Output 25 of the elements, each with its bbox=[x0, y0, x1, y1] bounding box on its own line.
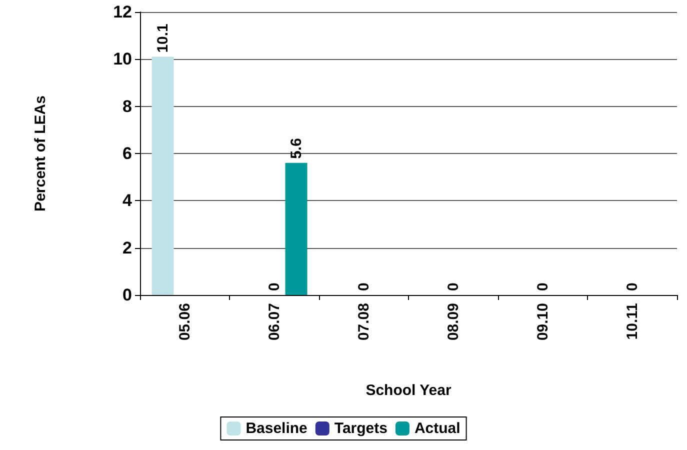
y-tick-label: 8 bbox=[122, 96, 132, 116]
y-tick-label: 12 bbox=[113, 2, 132, 22]
y-tick-label: 2 bbox=[122, 238, 132, 258]
data-label: 0 bbox=[355, 282, 372, 291]
data-label: 0 bbox=[534, 282, 552, 291]
x-axis-title: School Year bbox=[366, 382, 452, 399]
x-tick-label: 09.10 bbox=[534, 303, 552, 341]
data-label: 0 bbox=[624, 282, 641, 291]
y-tick-label: 6 bbox=[122, 144, 132, 163]
x-tick-label: 10.11 bbox=[624, 303, 641, 340]
data-label: 0 bbox=[266, 282, 283, 291]
data-label: 0 bbox=[444, 282, 462, 291]
y-tick-label: 10 bbox=[113, 50, 132, 69]
x-tick-label: 08.09 bbox=[444, 303, 462, 341]
y-tick-label: 0 bbox=[122, 286, 132, 304]
legend-label: Actual bbox=[414, 420, 460, 437]
data-label: 10.1 bbox=[154, 24, 172, 53]
y-tick-label: 4 bbox=[122, 191, 133, 210]
x-tick-label: 05.06 bbox=[176, 303, 194, 341]
x-tick-label: 07.08 bbox=[355, 303, 372, 341]
legend-label: Baseline bbox=[246, 420, 308, 437]
x-tick-label: 06.07 bbox=[266, 303, 283, 341]
y-axis-title: Percent of LEAs bbox=[32, 96, 49, 212]
legend-label: Targets bbox=[334, 420, 388, 437]
data-label: 5.6 bbox=[288, 138, 305, 159]
